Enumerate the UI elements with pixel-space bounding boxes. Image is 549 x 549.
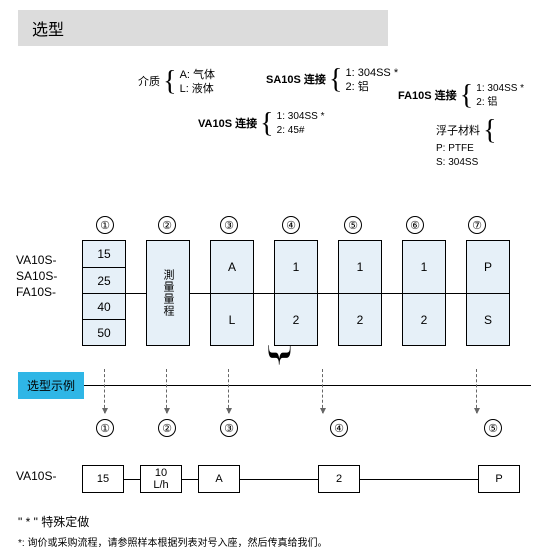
- col-3: A L: [210, 240, 254, 346]
- ex-c3: A: [198, 465, 240, 493]
- col-7: P S: [466, 240, 510, 346]
- c5-2: 2: [339, 293, 381, 345]
- prefix-fa10s: FA10S-: [16, 284, 57, 300]
- ex-c4: 2: [318, 465, 360, 493]
- c1-40: 40: [83, 293, 125, 319]
- col-4: 1 2: [274, 240, 318, 346]
- c1-50: 50: [83, 319, 125, 345]
- dotted-arrows: [84, 399, 531, 425]
- fa10s-label: FA10S 连接: [398, 90, 457, 102]
- example-badge: 选型示例: [18, 372, 84, 399]
- va10s-opt1: 1: 304SS *: [277, 110, 325, 124]
- col-5: 1 2: [338, 240, 382, 346]
- float-label: 浮子材料: [436, 125, 480, 137]
- sa10s-opt1: 1: 304SS *: [346, 66, 399, 80]
- va10s-opt2: 2: 45#: [277, 124, 325, 138]
- va10s-label: VA10S 连接: [198, 118, 257, 130]
- sa10s-label: SA10S 连接: [266, 74, 326, 86]
- col-1: 15 25 40 50: [82, 240, 126, 346]
- circ-6: ⑥: [406, 216, 424, 234]
- ex-c1: 15: [82, 465, 124, 493]
- col-2: 測量量程: [146, 240, 190, 346]
- footnote-body: *: 询价或采购流程，请参照样本根据列表对号入座，然后传真给我们。: [18, 534, 531, 549]
- title: 选型: [18, 10, 388, 46]
- example-divider: 选型示例: [18, 372, 531, 399]
- model-prefixes: VA10S- SA10S- FA10S-: [16, 252, 57, 300]
- option-grid: VA10S- SA10S- FA10S- 15 25 40 50 測量量程 A …: [18, 240, 531, 346]
- circ-1: ①: [96, 216, 114, 234]
- media-opt-a: A: 气体: [180, 68, 215, 82]
- circ-7: ⑦: [468, 216, 486, 234]
- float-opt-s: S: 304SS: [436, 156, 478, 170]
- sa10s-opt2: 2: 铝: [346, 80, 399, 94]
- fa10s-opt1: 1: 304SS *: [476, 82, 524, 96]
- ex-c2: 10 L/h: [140, 465, 182, 493]
- example-cells: 15 10 L/h A 2 P: [82, 465, 531, 493]
- prefix-sa10s: SA10S-: [16, 268, 57, 284]
- fa10s-opt2: 2: 铝: [476, 96, 524, 110]
- circ-5: ⑤: [344, 216, 362, 234]
- media-label: 介质: [138, 76, 160, 88]
- c1-25: 25: [83, 267, 125, 293]
- brace-45: }: [265, 339, 295, 370]
- c1-15: 15: [83, 241, 125, 267]
- footnote-title: " * " 特殊定做: [18, 513, 531, 530]
- c6-2: 2: [403, 293, 445, 345]
- media-opt-l: L: 液体: [180, 82, 215, 96]
- circ-4: ④: [282, 216, 300, 234]
- c4-1: 1: [275, 241, 317, 293]
- c7-s: S: [467, 293, 509, 345]
- c3-l: L: [211, 293, 253, 345]
- circ-2: ②: [158, 216, 176, 234]
- c3-a: A: [211, 241, 253, 293]
- ex-c5: P: [478, 465, 520, 493]
- float-opt-p: P: PTFE: [436, 142, 478, 156]
- example-prefix: VA10S-: [16, 469, 56, 483]
- prefix-va10s: VA10S-: [16, 252, 57, 268]
- c2-range: 測量量程: [160, 269, 176, 317]
- circ-3: ③: [220, 216, 238, 234]
- annotation-area: 介质 { A: 气体 L: 液体 SA10S 连接 { 1: 304SS * 2…: [98, 106, 531, 216]
- c5-1: 1: [339, 241, 381, 293]
- c7-p: P: [467, 241, 509, 293]
- c6-1: 1: [403, 241, 445, 293]
- column-index-row: ① ② ③ ④ ⑤ ⑥ ⑦: [84, 216, 531, 234]
- col-6: 1 2: [402, 240, 446, 346]
- c4-2: 2: [275, 293, 317, 345]
